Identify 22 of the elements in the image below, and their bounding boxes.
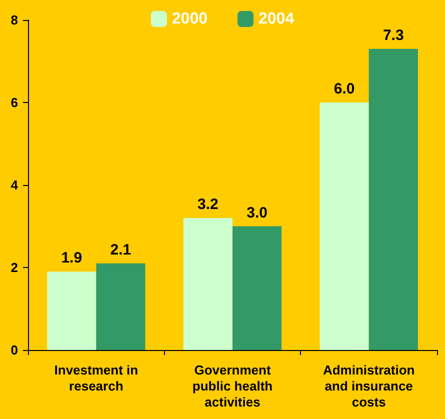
data-label: 3.2 xyxy=(198,196,218,213)
data-label: 2.1 xyxy=(110,241,132,258)
x-tick-label: Investment in research xyxy=(54,362,138,394)
y-tick-label: 2 xyxy=(10,260,18,275)
legend-label: 2004 xyxy=(258,10,294,28)
y-tick-label: 6 xyxy=(10,95,18,110)
data-label: 6.0 xyxy=(334,80,355,98)
bar xyxy=(320,102,369,350)
x-tick-label: Administration and insurance costs xyxy=(322,362,415,410)
legend-label: 2000 xyxy=(172,10,208,28)
data-label: 3.0 xyxy=(246,204,268,222)
data-label: 7.3 xyxy=(382,26,404,44)
x-tick-label: Government public health activities xyxy=(192,362,273,410)
data-label: 1.9 xyxy=(61,250,82,267)
y-tick-label: 8 xyxy=(10,12,18,28)
bar xyxy=(368,48,418,350)
bar xyxy=(47,272,96,350)
bar xyxy=(96,263,146,350)
y-tick-label: 4 xyxy=(10,178,19,192)
y-tick-label: 0 xyxy=(10,342,18,358)
bar xyxy=(183,218,232,350)
bar xyxy=(232,226,282,350)
